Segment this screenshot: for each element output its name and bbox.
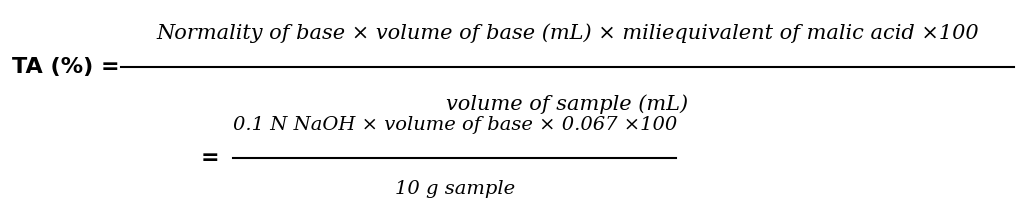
Text: Normality of base × volume of base (mL) × miliequivalent of malic acid ×100: Normality of base × volume of base (mL) …	[156, 24, 979, 43]
Text: 10 g sample: 10 g sample	[394, 180, 515, 198]
Text: =: =	[201, 148, 219, 168]
Text: 0.1 N NaOH × volume of base × 0.067 ×100: 0.1 N NaOH × volume of base × 0.067 ×100	[232, 116, 677, 134]
Text: volume of sample (mL): volume of sample (mL)	[446, 94, 688, 114]
Text: TA (%) =: TA (%) =	[12, 57, 120, 77]
